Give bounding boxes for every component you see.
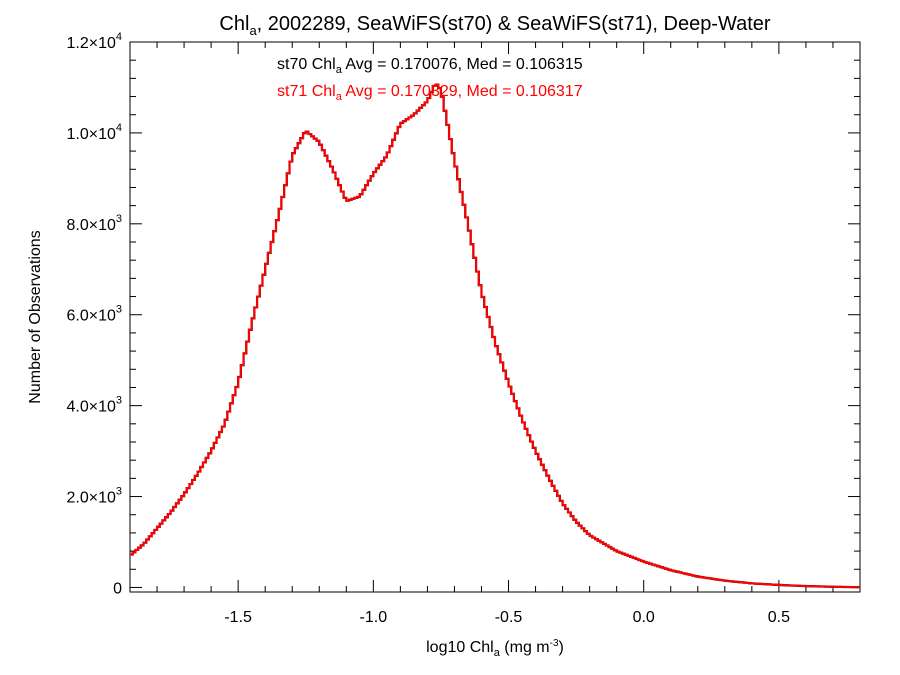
y-tick-label: 1.2×104 [66, 31, 122, 52]
annotations: st70 Chla Avg = 0.170076, Med = 0.106315… [277, 56, 583, 103]
x-axis-label: log10 Chla (mg m-3) [426, 638, 564, 659]
x-axis-label-pre: log10 Chl [426, 639, 494, 656]
y-tick-label: 1.0×104 [66, 122, 122, 143]
y-tick-exponent: 4 [116, 122, 122, 134]
chart-title-sub: a [249, 23, 257, 38]
x-tick-label: -0.5 [495, 609, 523, 626]
annotation-pre: st70 Chl [277, 56, 336, 73]
series-group [130, 83, 860, 589]
y-tick-exponent: 3 [116, 395, 122, 407]
annotation-sub: a [336, 91, 343, 103]
y-tick-mantissa: 4.0×10 [66, 399, 115, 416]
plot-frame [129, 41, 861, 593]
y-tick-exponent: 3 [116, 304, 122, 316]
chart-title-post: , 2002289, SeaWiFS(st70) & SeaWiFS(st71)… [257, 13, 771, 35]
x-tick-labels: -1.5 -1.0 -0.5 0.0 0.5 [224, 609, 790, 626]
x-tick-label: -1.0 [360, 609, 388, 626]
y-tick-labels: 02.0×1034.0×1036.0×1038.0×1031.0×1041.2×… [66, 31, 122, 597]
y-tick-mantissa: 0 [113, 580, 122, 597]
x-tick-label: 0.5 [768, 609, 790, 626]
annotation-st70: st70 Chla Avg = 0.170076, Med = 0.106315 [277, 56, 583, 76]
x-axis-label-sub: a [494, 647, 501, 659]
annotation-pre: st71 Chl [277, 83, 336, 100]
y-tick-label: 4.0×103 [66, 395, 122, 416]
y-tick-label: 6.0×103 [66, 304, 122, 325]
y-tick-label: 8.0×103 [66, 213, 122, 234]
y-tick-exponent: 3 [116, 213, 122, 225]
y-tick-mantissa: 1.2×10 [66, 35, 115, 52]
x-tick-label: 0.0 [633, 609, 655, 626]
x-tick-label: -1.5 [224, 609, 252, 626]
x-axis-label-mid: (mg m [500, 639, 550, 656]
annotation-post: Avg = 0.170329, Med = 0.106317 [342, 83, 583, 100]
y-tick-mantissa: 8.0×10 [66, 217, 115, 234]
x-axis-label-sup: -3 [550, 638, 559, 649]
annotation-st71: st71 Chla Avg = 0.170329, Med = 0.106317 [277, 83, 583, 103]
chart-title: Chla, 2002289, SeaWiFS(st70) & SeaWiFS(s… [219, 13, 770, 38]
y-tick-label: 0 [113, 580, 122, 597]
y-tick-mantissa: 6.0×10 [66, 308, 115, 325]
series-st71-line [130, 83, 860, 589]
annotation-sub: a [336, 64, 343, 76]
y-tick-mantissa: 1.0×10 [66, 126, 115, 143]
y-tick-mantissa: 2.0×10 [66, 490, 115, 507]
series-st70-line [130, 83, 860, 589]
y-tick-exponent: 4 [116, 31, 122, 43]
x-axis-label-post: ) [559, 639, 564, 656]
chart-title-pre: Chl [219, 13, 249, 35]
annotation-post: Avg = 0.170076, Med = 0.106315 [342, 56, 583, 73]
y-axis-label: Number of Observations [27, 230, 44, 403]
y-tick-exponent: 3 [116, 486, 122, 498]
y-tick-label: 2.0×103 [66, 486, 122, 507]
axis-ticks [129, 41, 861, 592]
